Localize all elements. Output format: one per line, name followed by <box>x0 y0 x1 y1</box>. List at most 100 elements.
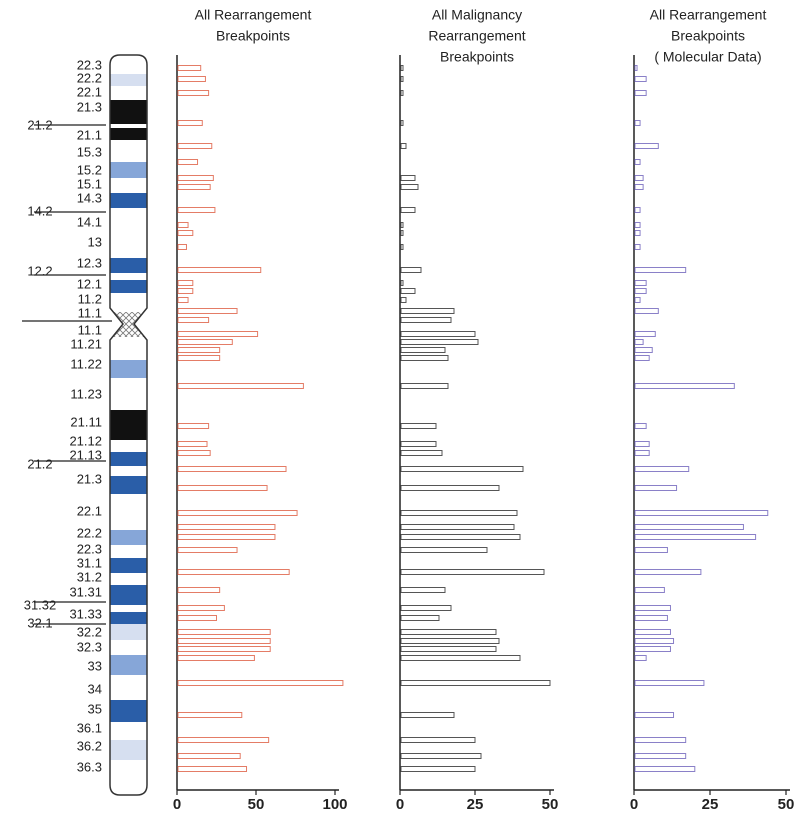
bar <box>634 244 641 250</box>
bar <box>400 485 500 491</box>
bar <box>400 90 404 96</box>
band <box>110 140 147 162</box>
bar <box>177 466 287 472</box>
band-label: 11.1 <box>78 305 102 320</box>
band-label: 22.3 <box>77 541 102 556</box>
band <box>110 700 147 722</box>
bar <box>634 347 653 353</box>
bar <box>634 753 687 759</box>
x-tick-label: 50 <box>248 796 265 813</box>
bar <box>400 680 551 686</box>
x-tick-label: 25 <box>467 796 484 813</box>
band <box>110 530 147 545</box>
band <box>110 466 147 476</box>
band <box>110 178 147 193</box>
band <box>110 193 147 208</box>
x-tick-label: 25 <box>702 796 719 813</box>
bar <box>400 510 518 516</box>
ideogram: 22.322.222.121.321.115.315.215.114.314.1… <box>22 54 148 796</box>
band-label: 22.1 <box>77 84 102 99</box>
bar <box>400 317 452 323</box>
bar <box>177 297 189 303</box>
bar <box>177 534 276 540</box>
bar <box>177 510 298 516</box>
bar <box>634 288 647 294</box>
bar <box>634 207 641 213</box>
bar <box>634 383 735 389</box>
bar <box>177 646 271 652</box>
band <box>110 452 147 466</box>
band <box>110 124 147 128</box>
bar <box>400 65 404 71</box>
bar <box>634 280 647 286</box>
bar <box>400 207 416 213</box>
bar <box>177 766 248 772</box>
band <box>110 640 147 655</box>
bar <box>177 485 268 491</box>
band <box>110 760 147 795</box>
bar <box>177 317 210 323</box>
bar <box>400 466 524 472</box>
band-label: 14.1 <box>77 214 102 229</box>
bar <box>177 207 216 213</box>
x-tick-label: 100 <box>322 796 347 813</box>
bar <box>177 90 210 96</box>
bar <box>634 766 696 772</box>
band-label: 22.2 <box>77 525 102 540</box>
bar <box>400 569 545 575</box>
band-label: 21.1 <box>77 127 102 142</box>
band <box>110 655 147 675</box>
bar <box>634 547 668 553</box>
panel-title: All Rearrangement <box>195 7 312 23</box>
bar <box>177 383 304 389</box>
bar <box>634 120 641 126</box>
band-label: 22.1 <box>77 503 102 518</box>
band <box>110 605 147 612</box>
band <box>110 280 147 293</box>
band <box>110 740 147 760</box>
bar <box>634 524 744 530</box>
bar <box>177 244 187 250</box>
bar <box>400 646 497 652</box>
bar <box>634 450 650 456</box>
band <box>110 558 147 573</box>
bar <box>634 737 687 743</box>
x-tick-label: 50 <box>778 796 795 813</box>
x-tick-label: 50 <box>542 796 559 813</box>
bar <box>177 65 202 71</box>
bar <box>400 655 521 661</box>
band <box>110 360 147 378</box>
bar <box>400 280 404 286</box>
band-label: 36.2 <box>77 738 102 753</box>
band-label: 21.3 <box>77 99 102 114</box>
bar <box>634 587 665 593</box>
bar <box>177 267 262 273</box>
bar <box>400 753 482 759</box>
bar <box>400 244 404 250</box>
band-label: 22.2 <box>77 70 102 85</box>
bar <box>177 230 194 236</box>
panel-title: All Malignancy <box>432 7 522 23</box>
band <box>110 675 147 700</box>
bar <box>400 737 476 743</box>
bar <box>634 646 671 652</box>
bar <box>634 331 656 337</box>
band <box>110 722 147 740</box>
bar <box>634 534 757 540</box>
band-label: 11.2 <box>78 291 102 306</box>
x-tick-label: 0 <box>396 796 404 813</box>
band-label: 35 <box>88 701 102 716</box>
bar <box>400 308 455 314</box>
bar <box>634 510 769 516</box>
band <box>110 273 147 280</box>
bar <box>634 159 641 165</box>
bar <box>634 680 705 686</box>
bar <box>177 331 259 337</box>
bar <box>400 222 404 228</box>
bar <box>177 655 255 661</box>
band-label: 11.22 <box>70 356 102 371</box>
bar <box>634 466 690 472</box>
bar <box>177 712 243 718</box>
bar <box>400 347 446 353</box>
bar <box>400 184 419 190</box>
